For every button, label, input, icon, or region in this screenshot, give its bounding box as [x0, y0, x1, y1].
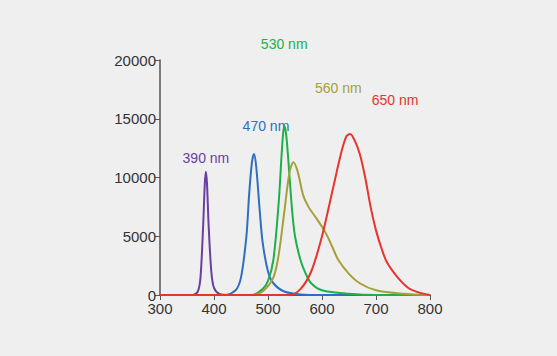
svg-text:700: 700 [363, 300, 388, 317]
svg-text:560 nm: 560 nm [315, 80, 362, 96]
svg-text:470 nm: 470 nm [243, 118, 290, 134]
svg-text:5000: 5000 [123, 228, 156, 245]
svg-text:0: 0 [147, 286, 156, 304]
svg-text:390 nm: 390 nm [183, 150, 230, 166]
svg-text:400: 400 [201, 300, 226, 317]
svg-text:300: 300 [147, 300, 172, 317]
svg-text:600: 600 [309, 300, 334, 317]
svg-text:650 nm: 650 nm [372, 92, 419, 108]
svg-text:15000: 15000 [114, 110, 156, 127]
svg-text:10000: 10000 [114, 169, 156, 186]
svg-text:530 nm: 530 nm [261, 36, 308, 52]
svg-text:500: 500 [255, 300, 280, 317]
svg-text:800: 800 [417, 300, 442, 317]
svg-text:20000: 20000 [114, 52, 156, 69]
